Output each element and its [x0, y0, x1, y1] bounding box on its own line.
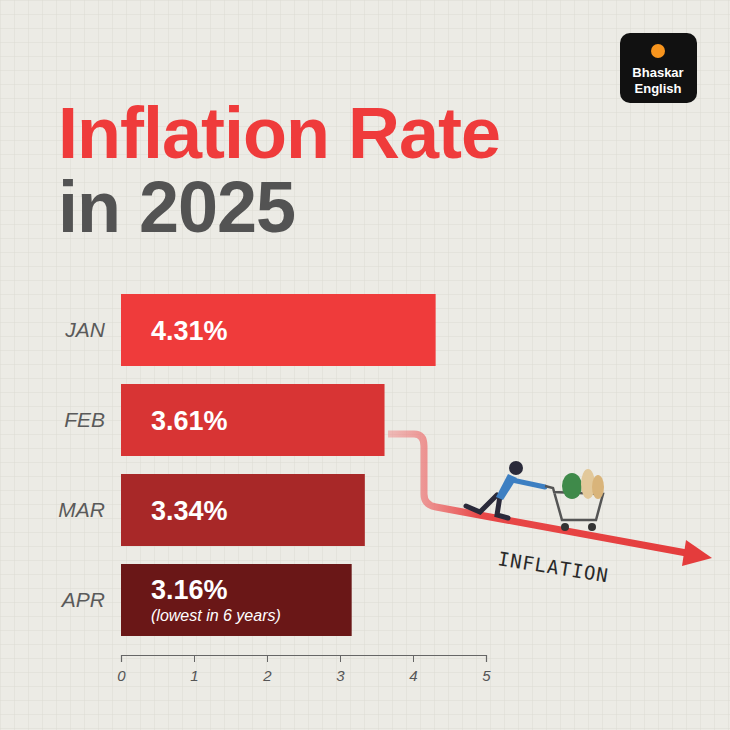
logo-text-line: English: [635, 81, 682, 96]
y-tick: MAR: [58, 498, 121, 521]
x-tick: 1: [190, 655, 198, 684]
data-label: 3.16%: [151, 575, 228, 605]
y-tick-label: JAN: [64, 318, 106, 341]
x-tick-mark: [413, 655, 414, 662]
data-labels: 4.31% 3.61% 3.34% 3.16% (lowest in 6 years): [151, 316, 281, 624]
logo-dot: [651, 44, 665, 58]
x-tick-mark: [340, 655, 341, 662]
data-label: 3.34%: [151, 496, 228, 526]
x-axis-line: [122, 656, 487, 663]
x-tick-label: 5: [482, 667, 491, 684]
logo: BhaskarEnglish: [620, 33, 697, 103]
bars: [121, 294, 436, 636]
logo-text-line: Bhaskar: [632, 65, 683, 80]
x-axis: 0 1 2 3 4 5: [117, 655, 491, 684]
y-tick-label: MAR: [58, 498, 105, 521]
x-tick: 4: [409, 655, 417, 684]
logo-text: BhaskarEnglish: [632, 65, 683, 96]
x-tick-mark: [121, 655, 122, 662]
bar: [121, 474, 365, 546]
chart: Inflation Ratein 2025 BhaskarEnglish INFLA…: [0, 0, 730, 730]
bar: [121, 564, 352, 636]
arrow-label: INFLATION: [496, 547, 610, 586]
arm: [512, 480, 545, 487]
x-tick: 3: [336, 655, 345, 684]
x-tick-mark: [486, 655, 487, 662]
bread: [592, 475, 604, 499]
bar-annotation: (lowest in 6 years): [151, 607, 281, 624]
x-tick-label: 3: [336, 667, 345, 684]
x-tick-label: 0: [117, 667, 126, 684]
subtitle: in 2025: [58, 167, 295, 247]
arrow-head: [682, 540, 712, 566]
arrow-decoration: [388, 434, 712, 566]
y-tick: JAN: [64, 318, 121, 341]
head: [509, 461, 523, 475]
data-label: 3.61%: [151, 406, 228, 436]
y-tick: APR: [60, 588, 121, 611]
x-tick: 2: [262, 655, 272, 684]
y-tick: FEB: [64, 408, 121, 431]
bar: [121, 384, 385, 456]
x-tick-label: 1: [190, 667, 198, 684]
x-tick-mark: [267, 655, 268, 662]
bar: [121, 294, 436, 366]
x-tick-label: 2: [262, 667, 272, 684]
y-tick-label: APR: [60, 588, 105, 611]
y-tick-label: FEB: [64, 408, 105, 431]
leg: [466, 495, 497, 512]
logo-box: [620, 33, 697, 103]
arrow-line: [388, 434, 692, 554]
x-tick: 0: [117, 655, 126, 684]
shopper-illustration: [466, 461, 604, 531]
wheel: [561, 523, 569, 531]
y-axis: JAN FEB MAR APR: [58, 318, 121, 611]
bag: [562, 473, 582, 499]
title: Inflation Rate: [58, 93, 500, 173]
background: [0, 0, 730, 730]
x-tick-mark: [194, 655, 195, 662]
x-tick-label: 4: [409, 667, 417, 684]
wheel: [588, 523, 596, 531]
x-tick: 5: [482, 655, 491, 684]
data-label: 4.31%: [151, 316, 228, 346]
